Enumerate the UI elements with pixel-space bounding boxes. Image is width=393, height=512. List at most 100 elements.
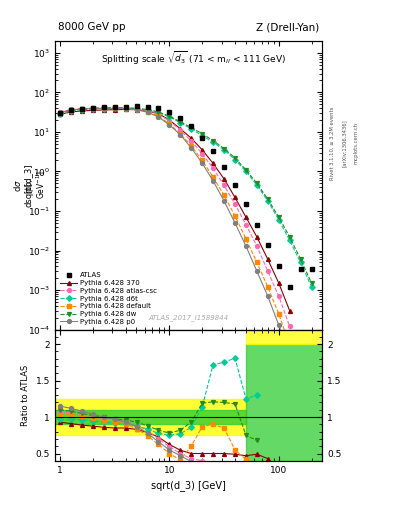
Pythia 6.428 atlas-csc [189, 138, 193, 144]
Pythia 6.428 370 [287, 308, 292, 314]
ATLAS [287, 284, 292, 290]
Pythia 6.428 370 [255, 234, 259, 240]
Pythia 6.428 d6t [101, 105, 106, 112]
Pythia 6.428 atlas-csc [58, 109, 62, 115]
Y-axis label: Ratio to ATLAS: Ratio to ATLAS [21, 365, 30, 426]
Pythia 6.428 d6t [309, 284, 314, 290]
ATLAS [265, 242, 270, 248]
Pythia 6.428 p0 [79, 106, 84, 112]
Pythia 6.428 dw [233, 155, 237, 161]
Pythia 6.428 dw [156, 109, 161, 115]
Pythia 6.428 d6t [167, 114, 172, 120]
ATLAS [101, 104, 106, 111]
Pythia 6.428 d6t [90, 106, 95, 112]
Pythia 6.428 dw [112, 105, 117, 111]
Pythia 6.428 370 [79, 108, 84, 114]
Pythia 6.428 d6t [265, 198, 270, 204]
ATLAS [309, 266, 314, 272]
ATLAS [244, 201, 248, 207]
Pythia 6.428 p0 [178, 132, 183, 138]
Pythia 6.428 dw [211, 138, 215, 144]
Pythia 6.428 370 [233, 195, 237, 201]
Pythia 6.428 default [287, 342, 292, 348]
Pythia 6.428 dw [189, 124, 193, 131]
Pythia 6.428 dw [134, 105, 139, 112]
Pythia 6.428 default [265, 284, 270, 290]
Pythia 6.428 d6t [112, 105, 117, 112]
Pythia 6.428 default [101, 105, 106, 111]
Pythia 6.428 370 [156, 111, 161, 117]
Pythia 6.428 atlas-csc [178, 127, 183, 133]
Pythia 6.428 default [58, 110, 62, 116]
Pythia 6.428 dw [244, 167, 248, 173]
Pythia 6.428 370 [178, 126, 183, 132]
Pythia 6.428 atlas-csc [200, 151, 205, 157]
Pythia 6.428 p0 [134, 106, 139, 113]
ATLAS [276, 263, 281, 269]
Pythia 6.428 atlas-csc [156, 111, 161, 117]
Pythia 6.428 dw [200, 131, 205, 137]
Pythia 6.428 p0 [90, 105, 95, 112]
ATLAS [298, 266, 303, 272]
Pythia 6.428 default [123, 105, 128, 112]
Pythia 6.428 d6t [244, 168, 248, 175]
Line: Pythia 6.428 p0: Pythia 6.428 p0 [58, 106, 292, 359]
Pythia 6.428 default [200, 157, 205, 163]
Pythia 6.428 atlas-csc [265, 268, 270, 274]
ATLAS [222, 164, 226, 170]
Pythia 6.428 370 [222, 176, 226, 182]
Pythia 6.428 atlas-csc [112, 104, 117, 111]
Pythia 6.428 atlas-csc [211, 165, 215, 172]
Pythia 6.428 dw [167, 113, 172, 119]
Pythia 6.428 atlas-csc [69, 106, 73, 113]
Pythia 6.428 atlas-csc [90, 105, 95, 111]
Pythia 6.428 p0 [167, 122, 172, 128]
Line: Pythia 6.428 atlas-csc: Pythia 6.428 atlas-csc [58, 105, 292, 328]
Pythia 6.428 p0 [145, 109, 150, 115]
Text: mcplots.cern.ch: mcplots.cern.ch [353, 122, 358, 164]
Pythia 6.428 dw [79, 106, 84, 112]
Pythia 6.428 default [145, 109, 150, 115]
Pythia 6.428 p0 [255, 268, 259, 274]
Pythia 6.428 atlas-csc [123, 104, 128, 111]
Pythia 6.428 default [211, 174, 215, 180]
Pythia 6.428 370 [244, 214, 248, 220]
Pythia 6.428 370 [265, 256, 270, 262]
Pythia 6.428 dw [90, 105, 95, 112]
Pythia 6.428 d6t [145, 107, 150, 113]
Pythia 6.428 p0 [189, 144, 193, 151]
Pythia 6.428 dw [123, 105, 128, 111]
ATLAS [255, 222, 259, 228]
Pythia 6.428 p0 [265, 293, 270, 299]
Pythia 6.428 default [276, 311, 281, 317]
Line: ATLAS: ATLAS [58, 104, 314, 289]
Pythia 6.428 370 [58, 111, 62, 117]
Pythia 6.428 p0 [101, 105, 106, 112]
Text: d$\sigma$
dsqrt[d_3]: d$\sigma$ dsqrt[d_3] [12, 163, 34, 207]
Pythia 6.428 default [244, 236, 248, 242]
Pythia 6.428 d6t [58, 111, 62, 117]
Legend: ATLAS, Pythia 6.428 370, Pythia 6.428 atlas-csc, Pythia 6.428 d6t, Pythia 6.428 : ATLAS, Pythia 6.428 370, Pythia 6.428 at… [59, 271, 158, 326]
X-axis label: sqrt(d_3) [GeV]: sqrt(d_3) [GeV] [151, 480, 226, 491]
Pythia 6.428 370 [90, 108, 95, 114]
ATLAS [79, 106, 84, 112]
Text: [arXiv:1306.3436]: [arXiv:1306.3436] [342, 119, 346, 167]
Pythia 6.428 atlas-csc [145, 108, 150, 114]
Pythia 6.428 dw [69, 108, 73, 114]
Pythia 6.428 370 [134, 106, 139, 113]
Pythia 6.428 370 [69, 109, 73, 115]
Pythia 6.428 d6t [255, 182, 259, 188]
Pythia 6.428 default [178, 131, 183, 137]
Pythia 6.428 default [156, 113, 161, 119]
Pythia 6.428 d6t [287, 238, 292, 244]
Pythia 6.428 370 [123, 106, 128, 113]
Pythia 6.428 p0 [69, 107, 73, 113]
ATLAS [134, 103, 139, 110]
Pythia 6.428 dw [255, 180, 259, 186]
ATLAS [58, 110, 62, 116]
Pythia 6.428 p0 [233, 220, 237, 226]
ATLAS [167, 109, 172, 115]
Pythia 6.428 p0 [200, 160, 205, 166]
Pythia 6.428 atlas-csc [287, 324, 292, 330]
Text: Splitting scale $\sqrt{d_3}$ (71 < m$_{ll}$ < 111 GeV): Splitting scale $\sqrt{d_3}$ (71 < m$_{l… [101, 50, 286, 67]
